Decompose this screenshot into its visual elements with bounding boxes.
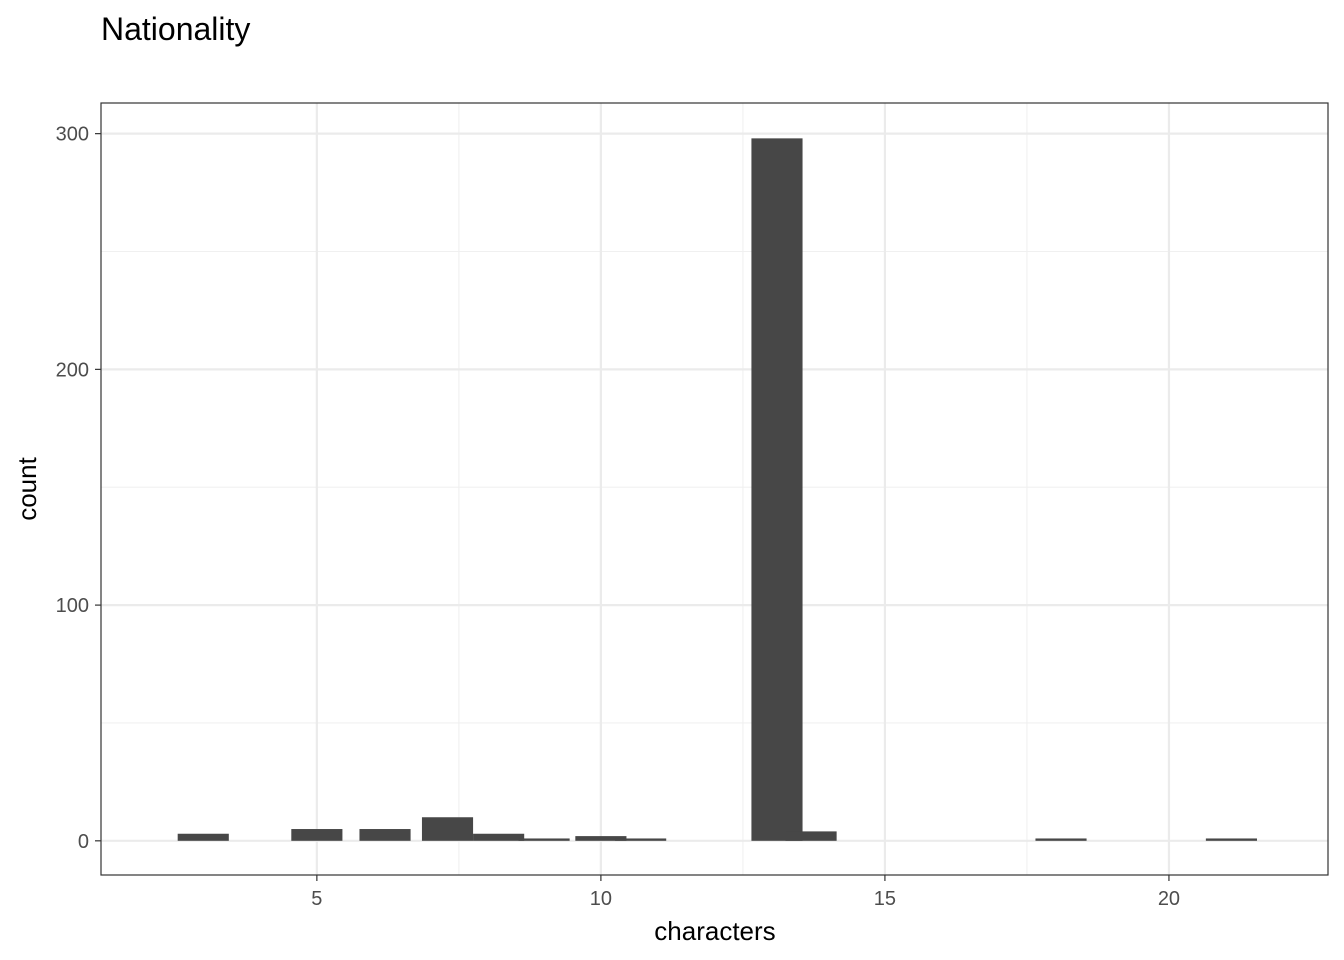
panel-border bbox=[100, 102, 1329, 876]
x-tick-label: 20 bbox=[1158, 888, 1180, 910]
y-tick-label: 300 bbox=[56, 124, 89, 146]
bar bbox=[518, 838, 570, 841]
chart-title: Nationality bbox=[101, 11, 250, 47]
bar bbox=[1035, 838, 1087, 841]
bar bbox=[421, 817, 474, 841]
y-tick-label: 100 bbox=[56, 595, 89, 617]
bar bbox=[473, 833, 525, 841]
bar bbox=[1205, 838, 1257, 841]
y-tick-label: 200 bbox=[56, 359, 89, 381]
x-tick-label: 10 bbox=[590, 888, 612, 910]
plot-background bbox=[101, 103, 1328, 875]
bar bbox=[177, 833, 229, 841]
y-axis-title: count bbox=[12, 456, 42, 520]
x-tick-label: 15 bbox=[874, 888, 896, 910]
bar bbox=[751, 138, 803, 841]
x-axis-title: characters bbox=[654, 916, 775, 946]
y-tick-label: 0 bbox=[78, 831, 89, 853]
bar bbox=[291, 829, 343, 841]
bar bbox=[575, 836, 627, 841]
bar bbox=[359, 829, 411, 841]
bar bbox=[785, 831, 837, 841]
x-tick-label: 5 bbox=[311, 888, 322, 910]
bar bbox=[615, 838, 667, 841]
